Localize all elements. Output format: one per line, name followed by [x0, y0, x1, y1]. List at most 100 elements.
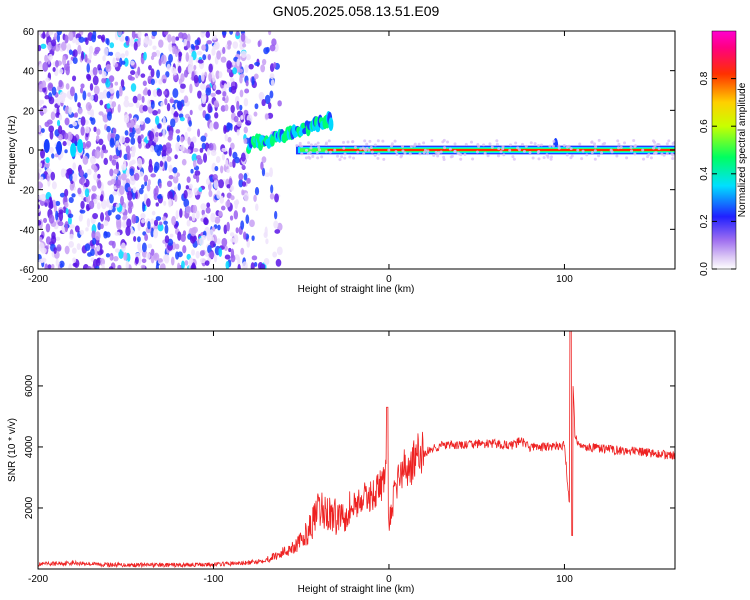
noise-speckle [99, 99, 104, 106]
fuzz [368, 139, 372, 143]
noise-speckle [126, 218, 132, 228]
noise-speckle [213, 100, 219, 108]
noise-speckle [140, 264, 146, 269]
noise-speckle [114, 81, 119, 86]
noise-speckle [147, 99, 152, 108]
noise-speckle [51, 153, 55, 159]
noise-speckle [206, 178, 210, 186]
fuzz [376, 139, 380, 143]
noise-speckle [140, 134, 144, 139]
noise-speckle [244, 64, 249, 74]
noise-speckle [257, 40, 261, 48]
fuzz [470, 140, 474, 144]
noise-speckle [61, 41, 67, 51]
noise-speckle [115, 203, 120, 208]
noise-speckle [48, 96, 55, 105]
noise-speckle [180, 233, 186, 243]
fuzz [590, 150, 594, 154]
noise-speckle [47, 264, 52, 269]
noise-speckle [54, 153, 59, 158]
noise-speckle [160, 54, 167, 65]
fuzz [601, 142, 605, 146]
noise-speckle [88, 52, 92, 61]
spectrogram-x-axis-label: Height of straight line (km) [298, 284, 415, 295]
noise-speckle [44, 54, 48, 63]
fuzz [448, 147, 452, 151]
noise-speckle [137, 93, 142, 101]
noise-speckle [93, 85, 100, 95]
noise-speckle [216, 50, 221, 60]
noise-speckle [188, 216, 193, 221]
fuzz [369, 146, 373, 150]
noise-speckle [230, 142, 235, 150]
noise-speckle [106, 103, 111, 109]
noise-speckle [240, 220, 245, 230]
noise-speckle [106, 125, 111, 133]
noise-speckle [236, 120, 242, 127]
noise-speckle [246, 240, 250, 248]
noise-speckle [103, 46, 109, 57]
noise-speckle [162, 144, 167, 153]
fuzz [630, 149, 634, 153]
noise-speckle [175, 141, 181, 152]
noise-speckle [242, 206, 246, 213]
spike [43, 139, 50, 154]
noise-speckle [68, 49, 73, 56]
fuzz [499, 150, 503, 154]
noise-speckle [105, 64, 112, 73]
noise-speckle [251, 235, 255, 242]
noise-speckle [133, 236, 137, 242]
noise-speckle [68, 263, 72, 269]
noise-speckle [199, 147, 204, 153]
noise-speckle [232, 67, 238, 75]
noise-speckle [164, 235, 170, 244]
noise-speckle [172, 175, 179, 184]
noise-speckle [240, 115, 244, 121]
noise-speckle [95, 265, 100, 269]
fuzz [617, 142, 621, 146]
noise-speckle [123, 159, 127, 170]
noise-speckle [80, 50, 85, 61]
noise-speckle [276, 246, 283, 256]
noise-speckle [201, 44, 207, 51]
fuzz [390, 144, 394, 148]
noise-speckle [85, 227, 89, 232]
snr-series-line [38, 331, 675, 569]
noise-speckle [253, 111, 258, 117]
fuzz [422, 151, 426, 155]
noise-speckle [100, 249, 104, 255]
noise-speckle [175, 210, 179, 220]
fuzz [536, 150, 540, 154]
noise-speckle [169, 233, 174, 238]
fuzz [308, 156, 312, 160]
noise-speckle [243, 192, 249, 202]
noise-speckle [225, 200, 231, 208]
noise-speckle [60, 168, 66, 178]
fuzz [570, 154, 574, 158]
noise-speckle [91, 185, 97, 192]
noise-speckle [261, 98, 266, 107]
noise-speckle [270, 184, 274, 194]
noise-speckle [115, 214, 121, 220]
noise-speckle [69, 233, 74, 240]
noise-speckle [66, 131, 73, 141]
snr-background [38, 331, 675, 569]
noise-speckle [125, 169, 130, 178]
noise-speckle [178, 51, 182, 62]
noise-speckle [271, 38, 277, 47]
noise-speckle [206, 148, 211, 156]
fuzz [327, 139, 331, 143]
noise-speckle [173, 112, 179, 118]
noise-speckle [150, 248, 155, 256]
noise-speckle [260, 161, 264, 170]
fuzz [401, 149, 405, 153]
noise-speckle [68, 173, 73, 182]
noise-speckle [100, 36, 105, 41]
noise-speckle [55, 236, 61, 242]
noise-speckle [150, 78, 155, 86]
noise-speckle [150, 68, 155, 78]
noise-speckle [171, 215, 177, 226]
noise-speckle [269, 73, 275, 80]
noise-speckle [111, 240, 116, 249]
x-tick-label: 100 [556, 274, 573, 285]
